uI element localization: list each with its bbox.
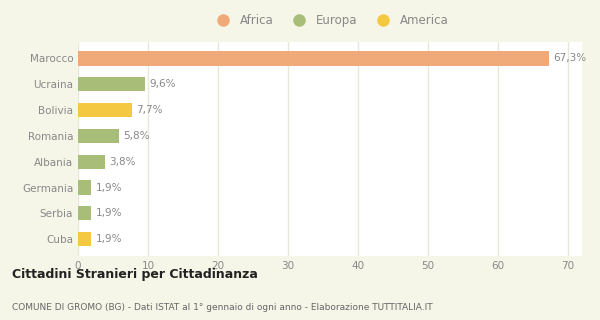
Text: Cittadini Stranieri per Cittadinanza: Cittadini Stranieri per Cittadinanza — [12, 268, 258, 281]
Bar — [78, 103, 132, 117]
Text: 9,6%: 9,6% — [149, 79, 176, 89]
Text: 1,9%: 1,9% — [95, 182, 122, 193]
Text: 1,9%: 1,9% — [95, 234, 122, 244]
Bar — [78, 206, 91, 220]
Text: 3,8%: 3,8% — [109, 157, 136, 167]
Legend: Africa, Europa, America: Africa, Europa, America — [206, 9, 454, 31]
Text: COMUNE DI GROMO (BG) - Dati ISTAT al 1° gennaio di ogni anno - Elaborazione TUTT: COMUNE DI GROMO (BG) - Dati ISTAT al 1° … — [12, 303, 433, 312]
Bar — [78, 155, 104, 169]
Bar — [78, 180, 91, 195]
Text: 5,8%: 5,8% — [123, 131, 149, 141]
Bar — [78, 232, 91, 246]
Text: 67,3%: 67,3% — [553, 53, 586, 63]
Text: 1,9%: 1,9% — [95, 208, 122, 218]
Bar — [78, 51, 549, 66]
Bar — [78, 77, 145, 91]
Bar — [78, 129, 119, 143]
Text: 7,7%: 7,7% — [136, 105, 163, 115]
